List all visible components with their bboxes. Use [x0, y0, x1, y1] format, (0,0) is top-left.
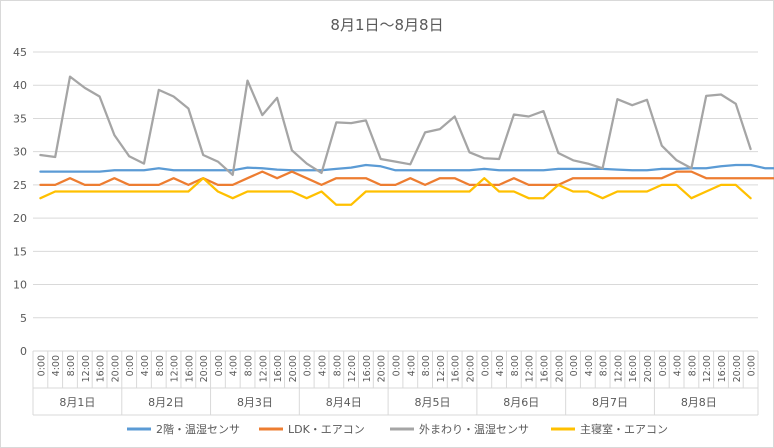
x-tick-label: 12:00 [436, 355, 447, 382]
x-tick-label: 0:00 [569, 355, 580, 376]
day-label: 8月2日 [148, 396, 184, 409]
y-tick-label: 35 [13, 112, 27, 125]
y-tick-label: 20 [13, 212, 27, 225]
x-tick-label: 8:00 [66, 355, 77, 376]
y-tick-label: 15 [13, 245, 27, 258]
x-tick-label: 20:00 [199, 355, 210, 382]
x-tick-label: 20:00 [554, 355, 565, 382]
legend-label: 2階・温湿センサ [156, 422, 240, 436]
x-tick-label: 8:00 [332, 355, 343, 376]
x-tick-label: 4:00 [229, 355, 240, 376]
gridlines [33, 51, 758, 352]
x-tick-label: 4:00 [406, 355, 417, 376]
x-tick-label: 16:00 [184, 355, 195, 382]
x-tick-label: 0:00 [392, 355, 403, 376]
day-label: 8月1日 [59, 396, 95, 409]
x-tick-label: 0:00 [36, 355, 47, 376]
chart-title: 8月1日～8月8日 [330, 16, 443, 34]
x-tick-label: 16:00 [96, 355, 107, 382]
x-tick-label: 12:00 [525, 355, 536, 382]
legend-label: 外まわり・温湿センサ [419, 423, 529, 436]
y-tick-label: 0 [20, 345, 27, 358]
x-tick-label: 12:00 [702, 355, 713, 382]
x-tick-label: 0:00 [747, 355, 758, 376]
x-tick-label: 16:00 [539, 355, 550, 382]
series-lines [39, 75, 774, 206]
x-tick-label: 12:00 [81, 355, 92, 382]
legend-label: 主寝室・エアコン [580, 422, 668, 436]
series-line-2 [39, 170, 774, 187]
x-tick-label: 12:00 [258, 355, 269, 382]
x-tick-label: 0:00 [125, 355, 136, 376]
x-tick-label: 16:00 [273, 355, 284, 382]
x-tick-label: 4:00 [673, 355, 684, 376]
x-tick-label: 16:00 [451, 355, 462, 382]
x-tick-label: 20:00 [465, 355, 476, 382]
x-tick-label: 4:00 [51, 355, 62, 376]
x-tick-label: 4:00 [584, 355, 595, 376]
x-tick-label: 16:00 [717, 355, 728, 382]
x-tick-label: 8:00 [244, 355, 255, 376]
day-label: 8月3日 [237, 396, 273, 409]
x-tick-label: 16:00 [628, 355, 639, 382]
x-axis: 0:00 4:00 8:00 12:00 16:00 20:00 0:00 4:00 8:00 1… [32, 351, 759, 416]
x-tick-label: 20:00 [110, 355, 121, 382]
y-tick-label: 10 [13, 279, 27, 292]
y-tick-label: 5 [20, 312, 27, 325]
x-tick-label: 8:00 [599, 355, 610, 376]
legend: 2階・温湿センサ LDK・エアコン 外まわり・温湿センサ 主寝室・エアコン [127, 422, 668, 436]
x-tick-label: 8:00 [687, 355, 698, 376]
x-tick-label: 20:00 [288, 355, 299, 382]
x-tick-label: 0:00 [480, 355, 491, 376]
day-label: 8月4日 [326, 396, 362, 409]
x-tick-label: 12:00 [170, 355, 181, 382]
x-tick-label: 20:00 [643, 355, 654, 382]
x-tick-label: 0:00 [303, 355, 314, 376]
x-tick-label: 8:00 [510, 355, 521, 376]
y-axis: 0 5 10 15 20 25 30 35 40 45 [13, 46, 27, 358]
x-tick-label: 20:00 [377, 355, 388, 382]
day-label: 8月7日 [592, 396, 628, 409]
x-tick-label: 16:00 [362, 355, 373, 382]
x-tick-label: 4:00 [318, 355, 329, 376]
series-line-3 [39, 75, 752, 177]
y-tick-label: 25 [13, 179, 27, 192]
y-tick-label: 30 [13, 146, 27, 159]
x-tick-label: 8:00 [421, 355, 432, 376]
x-tick-label: 0:00 [658, 355, 669, 376]
x-tick-label: 12:00 [613, 355, 624, 382]
y-tick-label: 40 [13, 79, 27, 92]
series-line-4 [39, 177, 752, 206]
x-tick-label: 4:00 [495, 355, 506, 376]
day-label: 8月8日 [681, 396, 717, 409]
day-label: 8月5日 [414, 396, 450, 409]
x-tick-label: 20:00 [732, 355, 743, 382]
x-tick-label: 0:00 [214, 355, 225, 376]
legend-label: LDK・エアコン [288, 423, 365, 436]
x-tick-label: 12:00 [347, 355, 358, 382]
x-tick-label: 4:00 [140, 355, 151, 376]
x-tick-label: 8:00 [155, 355, 166, 376]
y-tick-label: 45 [13, 46, 27, 59]
day-label: 8月6日 [503, 396, 539, 409]
series-line-1 [39, 163, 774, 173]
